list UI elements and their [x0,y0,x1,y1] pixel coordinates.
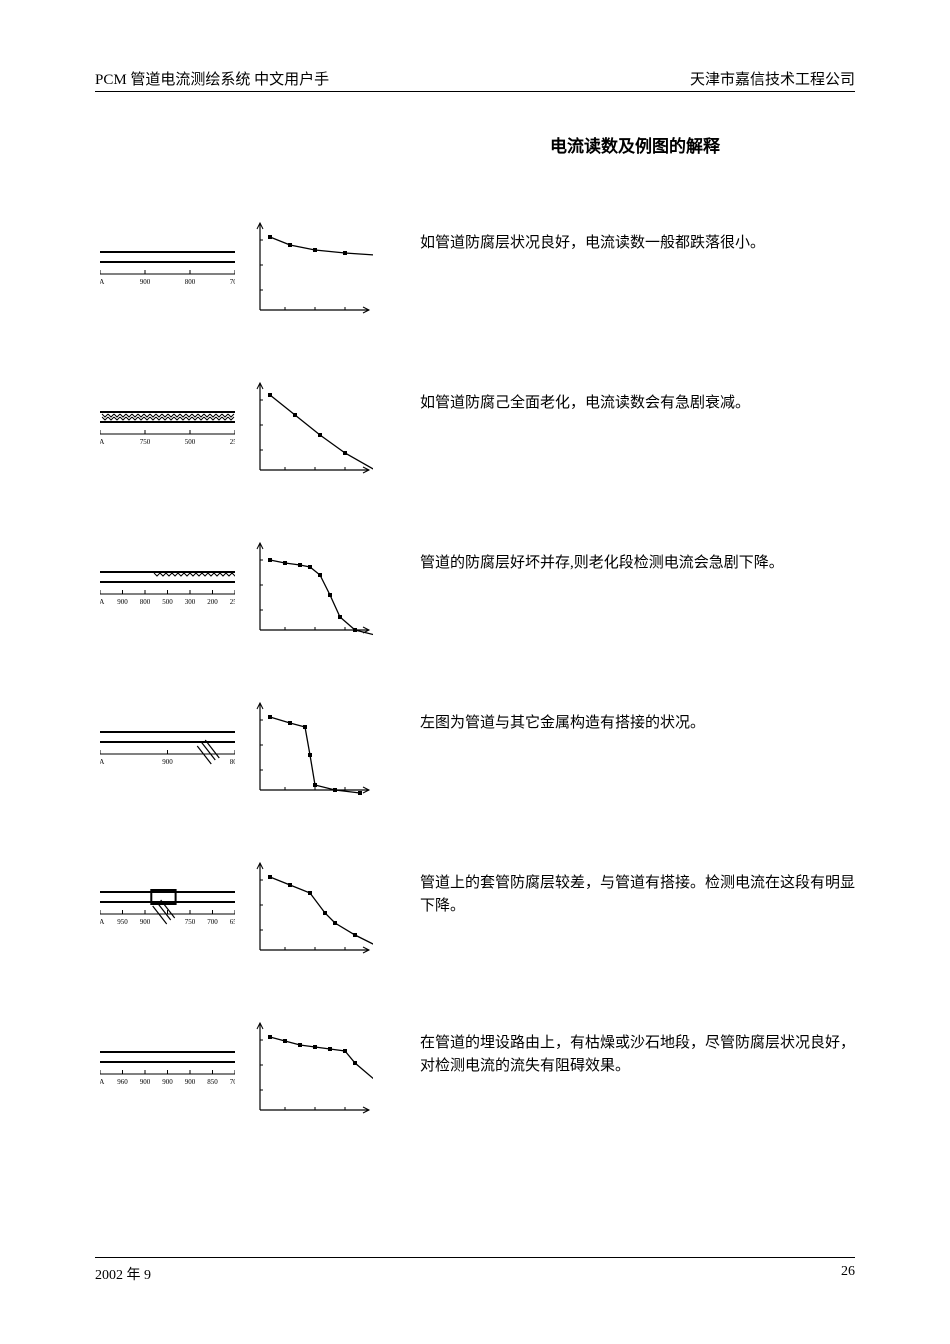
svg-text:250: 250 [230,438,235,446]
svg-text:500: 500 [185,438,196,446]
line-chart-icon [248,377,373,482]
svg-text:700: 700 [230,1078,235,1086]
svg-text:300: 300 [185,598,196,606]
diagram-row: 1A 960 900 900 900 850 700 在管道的埋设路由上，有枯燥或沙石地段，… [95,1017,855,1122]
header-right: 天津市嘉信技术工程公司 [690,68,855,89]
svg-text:700: 700 [207,918,218,926]
page-footer: 2002 年 9 26 [95,1257,855,1284]
pipe-diagram-icon: 1A 950 900 750 700 650 [100,882,235,932]
svg-text:1A: 1A [100,918,104,926]
diagram-row: 1A 900 800 500 300 200 250 管道的防腐层好坏并存,则老化段检测电流… [95,537,855,642]
pipe-diagram-icon: 1A 750 500 250 [100,402,235,452]
description-text: 如管道防腐层状况良好，电流读数一般都跌落很小。 [380,217,855,255]
chart-column [240,217,380,322]
svg-text:750: 750 [140,438,151,446]
svg-text:1A: 1A [100,758,104,766]
svg-text:1A: 1A [100,438,104,446]
diagram-row: 1A 950 900 750 700 650 管道上的套管防腐层较差，与管道有搭接。检测电… [95,857,855,962]
svg-text:1A: 1A [100,278,104,286]
svg-text:900: 900 [140,918,151,926]
svg-text:800: 800 [185,278,196,286]
section-title: 电流读数及例图的解释 [415,132,855,157]
line-chart-icon [248,537,373,642]
svg-text:900: 900 [117,598,128,606]
line-chart-icon [248,697,373,802]
pipe-column: 1A 900 800 700 [95,217,240,292]
svg-text:900: 900 [185,1078,196,1086]
pipe-diagram-icon: 1A 900 800 [100,722,235,772]
pipe-diagram-icon: 1A 900 800 700 [100,242,235,292]
diagram-row: 1A 900 800 左图为管道与其它金属构造有搭接的状况。 [95,697,855,802]
description-text: 管道上的套管防腐层较差，与管道有搭接。检测电流在这段有明显下降。 [380,857,855,917]
pipe-diagram-icon: 1A 960 900 900 900 850 700 [100,1042,235,1092]
svg-text:900: 900 [162,758,173,766]
diagram-rows: 1A 900 800 700 如管道防腐层状况良好，电流读数一般都跌落很小。 1A 75… [95,217,855,1122]
svg-text:1A: 1A [100,1078,104,1086]
chart-column [240,377,380,482]
description-text: 管道的防腐层好坏并存,则老化段检测电流会急剧下降。 [380,537,855,575]
chart-column [240,697,380,802]
diagram-row: 1A 900 800 700 如管道防腐层状况良好，电流读数一般都跌落很小。 [95,217,855,322]
svg-text:800: 800 [140,598,151,606]
line-chart-icon [248,857,373,962]
svg-text:250: 250 [230,598,235,606]
svg-text:850: 850 [207,1078,218,1086]
pipe-column: 1A 960 900 900 900 850 700 [95,1017,240,1092]
pipe-column: 1A 900 800 500 300 200 250 [95,537,240,612]
svg-text:500: 500 [162,598,173,606]
pipe-column: 1A 950 900 750 700 650 [95,857,240,932]
svg-text:900: 900 [162,1078,173,1086]
page-header: PCM 管道电流测绘系统 中文用户手 天津市嘉信技术工程公司 [95,68,855,92]
svg-text:650: 650 [230,918,235,926]
header-left: PCM 管道电流测绘系统 中文用户手 [95,68,329,89]
svg-text:800: 800 [230,758,235,766]
pipe-column: 1A 750 500 250 [95,377,240,452]
svg-text:960: 960 [117,1078,128,1086]
pipe-column: 1A 900 800 [95,697,240,772]
svg-text:950: 950 [117,918,128,926]
svg-text:200: 200 [207,598,218,606]
description-text: 左图为管道与其它金属构造有搭接的状况。 [380,697,855,735]
svg-text:700: 700 [230,278,235,286]
chart-column [240,857,380,962]
svg-text:750: 750 [185,918,196,926]
page: PCM 管道电流测绘系统 中文用户手 天津市嘉信技术工程公司 电流读数及例图的解… [0,0,950,1227]
description-text: 如管道防腐己全面老化，电流读数会有急剧衰减。 [380,377,855,415]
svg-text:900: 900 [140,278,151,286]
line-chart-icon [248,1017,373,1122]
chart-column [240,1017,380,1122]
svg-text:900: 900 [140,1078,151,1086]
footer-date: 2002 年 9 [95,1264,151,1284]
diagram-row: 1A 750 500 250 如管道防腐己全面老化，电流读数会有急剧衰减。 [95,377,855,482]
chart-column [240,537,380,642]
line-chart-icon [248,217,373,322]
footer-page-number: 26 [841,1264,855,1284]
description-text: 在管道的埋设路由上，有枯燥或沙石地段，尽管防腐层状况良好，对检测电流的流失有阻碍… [380,1017,855,1077]
svg-text:1A: 1A [100,598,104,606]
pipe-diagram-icon: 1A 900 800 500 300 200 250 [100,562,235,612]
